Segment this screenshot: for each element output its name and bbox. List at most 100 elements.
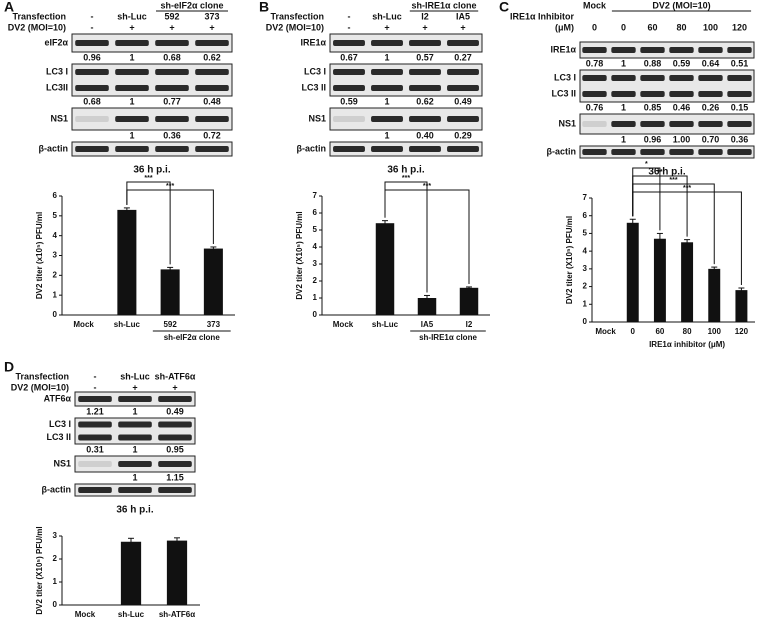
quant-value: 0.36 [731,134,749,144]
band [669,91,694,97]
quant-value: 0.96 [83,52,101,62]
band [155,146,189,152]
header-cell: + [422,22,427,32]
header-label: (μM) [555,22,574,32]
band [118,421,152,428]
group-label: Mock [583,0,607,10]
band [75,85,109,91]
band [409,40,441,46]
quant-value: 0.72 [203,130,221,140]
blot-label: LC3 I [49,419,71,429]
y-tick-label: 3 [53,531,58,540]
x-tick-label: 80 [683,327,692,336]
band [118,396,152,402]
band [75,40,109,46]
band [78,421,112,428]
header-cell: 60 [647,22,657,32]
band [75,69,109,75]
band [640,121,665,127]
x-tick-label: sh-ATF6α [159,610,195,619]
time-label: 36 h p.i. [116,505,153,516]
sig-label: *** [683,185,691,192]
band [447,116,479,122]
band [698,75,723,81]
band [669,47,694,53]
band [669,121,694,127]
header-cell: + [129,22,134,32]
header-cell: 373 [204,11,219,21]
quant-value: 0.77 [163,96,181,106]
group-label: DV2 (MOI=10) [652,0,710,10]
quant-value: 1 [129,130,134,140]
band [333,69,365,75]
y-axis-label: DV2 titer (X10⁵) PFU/ml [565,216,574,304]
band [640,91,665,97]
quant-value: 0.15 [731,102,749,112]
x-tick-label: 120 [735,327,749,336]
bar [120,541,142,605]
blot-label: LC3 I [304,66,326,76]
blot-frame [579,69,755,103]
header-cell: sh-Luc [117,11,147,21]
band [371,146,403,152]
blot-frame [329,107,483,131]
sig-label: *** [669,177,677,184]
band [333,40,365,46]
band [640,47,665,53]
quant-value: 1.15 [166,472,184,482]
band [611,47,636,53]
time-label: 36 h p.i. [387,165,424,176]
band [371,69,403,75]
band [155,116,189,122]
quant-value: 1.21 [86,406,104,416]
quant-value: 0.59 [340,96,358,106]
sig-bracket [384,189,470,284]
band [115,69,149,75]
band [611,91,636,97]
band [727,121,752,127]
quant-value: 0.49 [166,406,184,416]
quant-value: 0.31 [86,444,104,454]
header-cell: 0 [621,22,626,32]
quant-value: 0.57 [416,52,434,62]
band [447,40,479,46]
band [333,116,365,122]
band [78,396,112,402]
band [158,461,192,467]
header-label: IRE1α Inhibitor [510,11,575,21]
blot-frame [329,33,483,53]
quant-value: 0.64 [702,58,720,68]
band [447,146,479,152]
quant-value: 0.62 [203,52,221,62]
quant-value: 0.48 [203,96,221,106]
bar [459,287,479,315]
panel-letter: C [499,0,509,15]
x-tick-label: 100 [708,327,722,336]
band [78,461,112,467]
quant-value: 0.68 [163,52,181,62]
band [155,40,189,46]
x-tick-label: 0 [631,327,636,336]
y-tick-label: 0 [53,310,58,319]
quant-value: 0.95 [166,444,184,454]
band [158,487,192,493]
band [698,149,723,155]
bar [117,209,137,315]
y-tick-label: 6 [313,208,318,217]
y-tick-label: 0 [53,600,58,609]
band [611,75,636,81]
header-cell: 592 [164,11,179,21]
y-axis-label: DV2 titer (x10⁵) PFU/ml [35,212,44,299]
blot-label: LC3 I [46,66,68,76]
y-tick-label: 1 [313,293,318,302]
header-cell: + [169,22,174,32]
band [118,434,152,441]
group-label: sh-IRE1α clone [411,0,476,10]
header-cell: sh-Luc [372,11,402,21]
x-tick-label: 60 [655,327,664,336]
bar [203,248,223,315]
quant-value: 0.40 [416,130,434,140]
blot-label: LC3 II [551,88,576,98]
panel-letter: A [4,0,14,15]
x-tick-label: Mock [75,610,96,619]
